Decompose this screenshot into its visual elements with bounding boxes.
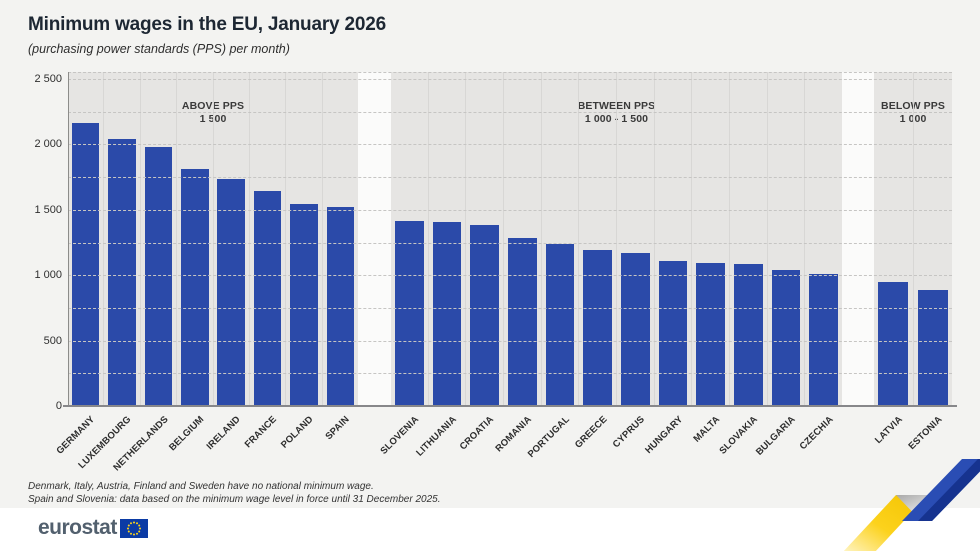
x-label-greece: GREECE — [572, 414, 610, 451]
gridline-2250 — [68, 111, 952, 113]
bar-hungary — [658, 261, 688, 406]
x-label-estonia: ESTONIA — [906, 414, 945, 453]
bar-malta — [696, 263, 725, 406]
bar-column-malta: MALTA — [691, 72, 729, 445]
y-tick-0: 0 — [55, 400, 62, 412]
bar-belgium — [181, 169, 209, 406]
bar-column-czechia: CZECHIA — [797, 72, 842, 452]
x-label-cyprus: CYPRUS — [610, 414, 648, 451]
bar-column-germany: GERMANY — [55, 72, 103, 457]
bar-column-romania: ROMANIA — [494, 72, 541, 454]
bar-greece — [583, 250, 612, 406]
bar-germany — [71, 123, 100, 406]
bottom-strip — [0, 508, 980, 551]
x-label-bulgaria: BULGARIA — [754, 414, 798, 458]
group-gap-2 — [842, 72, 874, 406]
bar-column-portugal: PORTUGAL — [526, 72, 579, 460]
y-tick-2500: 2 500 — [34, 73, 62, 85]
y-tick-1500: 1 500 — [34, 203, 62, 216]
bar-column-latvia: LATVIA — [873, 72, 913, 446]
bar-column-greece: GREECE — [573, 72, 616, 451]
bar-column-belgium: BELGIUM — [167, 72, 212, 453]
bar-column-slovakia: SLOVAKIA — [718, 72, 767, 457]
bar-bulgaria — [771, 270, 801, 406]
bar-ireland — [217, 179, 245, 406]
group-gap-1 — [358, 72, 391, 406]
bar-netherlands — [144, 147, 173, 406]
group-panel-2: BETWEEN PPS 1 000 - 1 500 SLOVENIA LITHUANI… — [378, 72, 842, 460]
bar-slovakia — [734, 264, 763, 406]
bar-romania — [508, 238, 537, 406]
bar-estonia — [917, 290, 948, 406]
gridline-250 — [68, 373, 952, 375]
bar-column-slovenia: SLOVENIA — [378, 72, 428, 457]
bar-portugal — [545, 244, 575, 406]
bar-column-lithuania: LITHUANIA — [414, 72, 466, 459]
bar-column-hungary: HUNGARY — [643, 72, 692, 456]
bar-czechia — [809, 274, 839, 406]
x-label-spain: SPAIN — [323, 414, 353, 443]
bar-column-bulgaria: BULGARIA — [754, 72, 805, 458]
bar-column-luxembourg: LUXEMBOURG — [77, 72, 139, 471]
y-axis-line — [68, 72, 69, 406]
x-label-croatia: CROATIA — [458, 414, 497, 453]
x-label-belgium: BELGIUM — [167, 414, 207, 454]
eurostat-logo-text: eurostat — [38, 516, 117, 539]
bar-column-ireland: IRELAND — [205, 72, 249, 452]
y-tick-1000: 1 000 — [34, 269, 62, 282]
bar-column-croatia: CROATIA — [458, 72, 503, 452]
page-title: Minimum wages in the EU, January 2026 — [28, 14, 386, 35]
bar-slovenia — [395, 221, 424, 406]
bar-column-poland: POLAND — [279, 72, 321, 451]
bar-column-cyprus: CYPRUS — [611, 72, 654, 450]
ribbon-yellow-stripe — [843, 495, 928, 551]
x-label-latvia: LATVIA — [873, 414, 906, 446]
bar-latvia — [878, 282, 909, 406]
x-axis-line — [63, 405, 957, 407]
y-tick-500: 500 — [43, 334, 62, 347]
bar-column-france: FRANCE — [243, 72, 285, 450]
footnote-line-1: Denmark, Italy, Austria, Finland and Swe… — [28, 481, 374, 492]
bar-column-estonia: ESTONIA — [907, 72, 953, 452]
gridline-1500 — [68, 209, 952, 211]
eurostat-ribbon-decoration — [843, 459, 980, 551]
x-label-malta: MALTA — [691, 414, 723, 445]
bar-luxembourg — [108, 139, 136, 406]
y-tick-2000: 2 000 — [34, 138, 62, 151]
x-label-poland: POLAND — [279, 414, 316, 451]
bar-croatia — [470, 225, 499, 406]
group-panel-1: ABOVE PPS 1 500 GERMANY LUXEMBOURG NETHERLAN… — [55, 72, 358, 473]
gridline-1750 — [68, 177, 952, 179]
bar-france — [253, 191, 282, 406]
ribbon-blue-stripe — [902, 459, 980, 521]
gridline-750 — [68, 307, 952, 309]
eurostat-logo: eurostat — [38, 516, 148, 540]
plot-top-edge — [68, 72, 952, 73]
bar-cyprus — [621, 253, 650, 406]
bar-column-spain: SPAIN — [321, 72, 358, 442]
ribbon-blue-stripe-dark — [918, 459, 980, 521]
bar-spain — [326, 207, 355, 406]
gridline-1250 — [68, 242, 952, 244]
x-label-hungary: HUNGARY — [642, 414, 685, 456]
bar-lithuania — [432, 222, 462, 406]
gridline-2500 — [68, 79, 952, 80]
gridline-1000 — [68, 275, 952, 277]
gridline-2000 — [68, 144, 952, 146]
footnote-line-2: Spain and Slovenia: data based on the mi… — [28, 494, 441, 505]
eu-flag-icon — [119, 518, 148, 538]
x-label-czechia: CZECHIA — [797, 414, 836, 453]
page-subtitle: (purchasing power standards (PPS) per mo… — [28, 42, 290, 56]
x-label-ireland: IRELAND — [204, 414, 243, 453]
x-label-france: FRANCE — [243, 414, 280, 451]
bar-poland — [290, 204, 318, 406]
group-panel-3: BELOW PPS 1 000 LATVIA ESTONIA — [873, 72, 953, 452]
gridline-500 — [68, 340, 952, 342]
bar-column-netherlands: NETHERLANDS — [111, 72, 176, 473]
